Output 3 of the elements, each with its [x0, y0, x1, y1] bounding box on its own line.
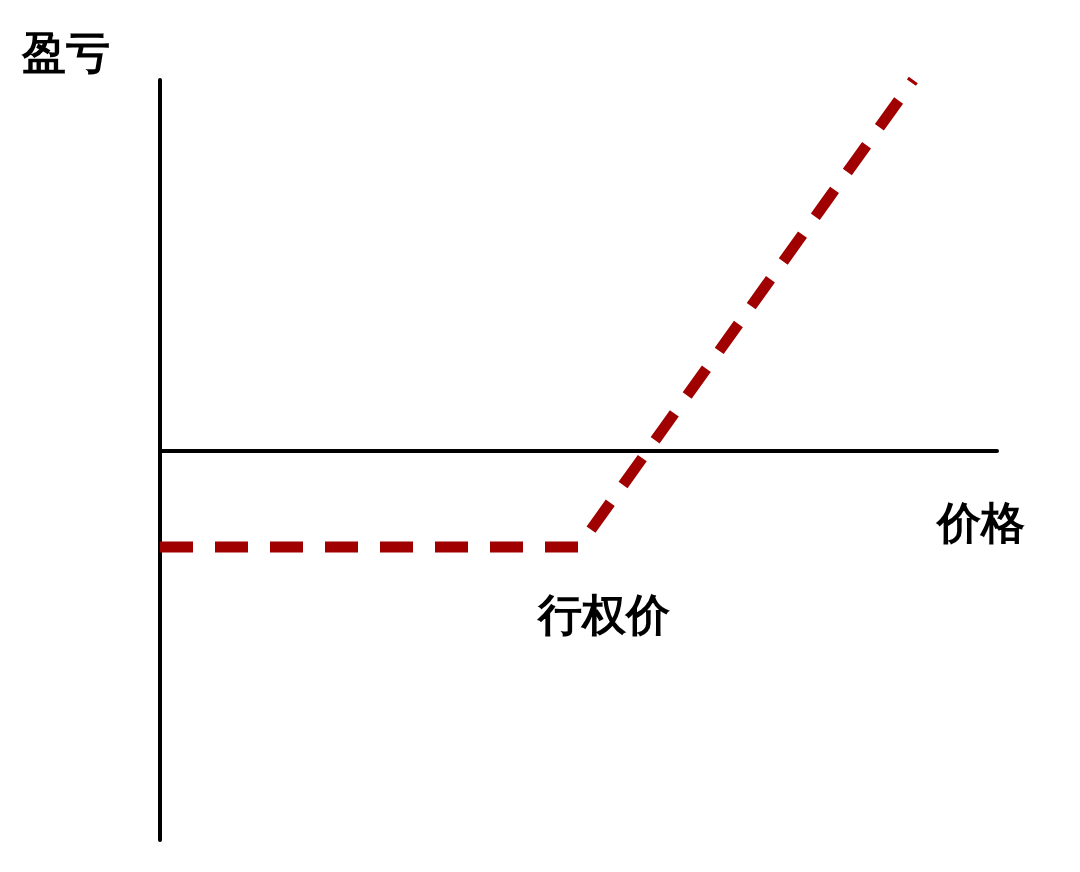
text: 行权价 — [535, 588, 671, 640]
x-axis-title: 价格 — [935, 496, 1025, 548]
y-axis-title: 盈亏 — [21, 26, 110, 78]
